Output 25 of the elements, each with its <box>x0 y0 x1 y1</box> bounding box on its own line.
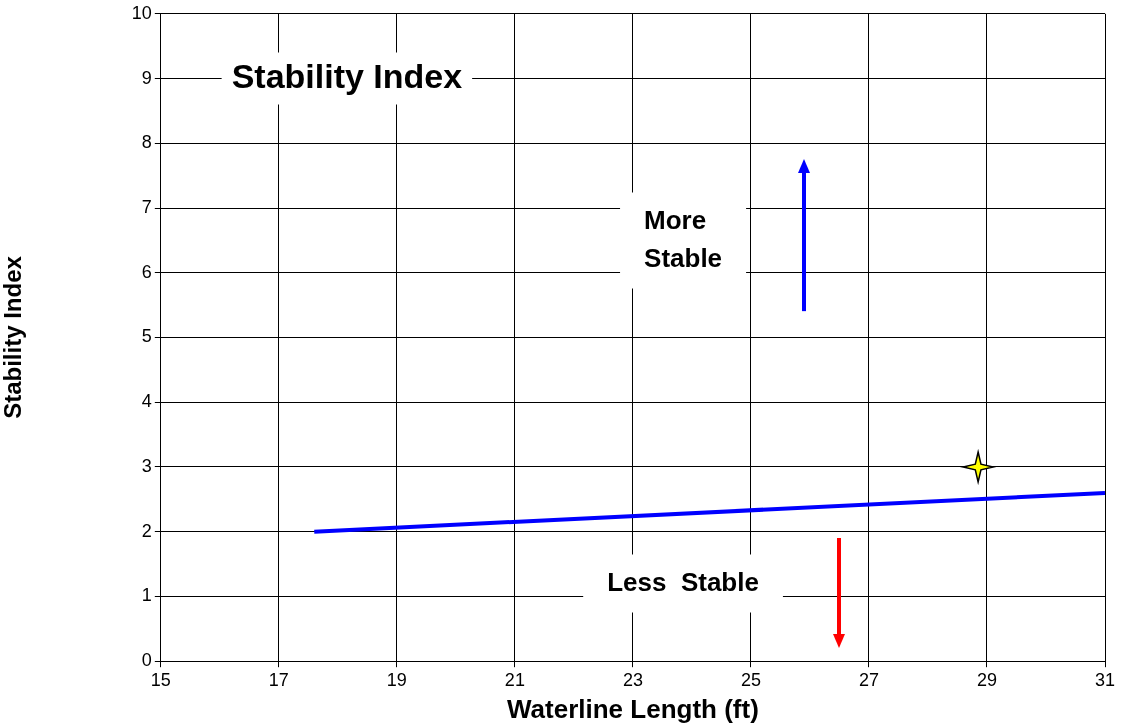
x-tick-label: 17 <box>268 669 289 690</box>
y-tick-label: 5 <box>141 326 152 347</box>
annotation: Less Stable <box>607 566 759 597</box>
x-tick-label: 25 <box>740 669 761 690</box>
x-axis-title: Waterline Length (ft) <box>507 693 759 724</box>
y-tick-label: 4 <box>141 391 152 412</box>
x-tick-label: 27 <box>858 669 879 690</box>
x-tick-label: 21 <box>504 669 525 690</box>
x-tick-label: 15 <box>150 669 171 690</box>
y-tick-label: 8 <box>141 132 152 153</box>
y-tick-label: 2 <box>141 520 152 541</box>
y-axis-title: Stability Index <box>0 255 27 419</box>
y-tick-label: 10 <box>131 2 152 23</box>
x-tick-label: 19 <box>386 669 407 690</box>
y-tick-label: 3 <box>141 455 152 476</box>
text: Stability Index <box>231 56 463 95</box>
x-tick-label: 29 <box>976 669 997 690</box>
y-tick-label: 7 <box>141 196 152 217</box>
y-tick-label: 6 <box>141 261 152 282</box>
x-tick-label: 31 <box>1094 669 1116 690</box>
y-tick-label: 1 <box>141 585 152 606</box>
annotation: More Stable <box>644 204 723 273</box>
x-tick-label: 23 <box>622 669 643 690</box>
y-tick-label: 0 <box>141 650 152 671</box>
y-tick-label: 9 <box>141 67 152 88</box>
